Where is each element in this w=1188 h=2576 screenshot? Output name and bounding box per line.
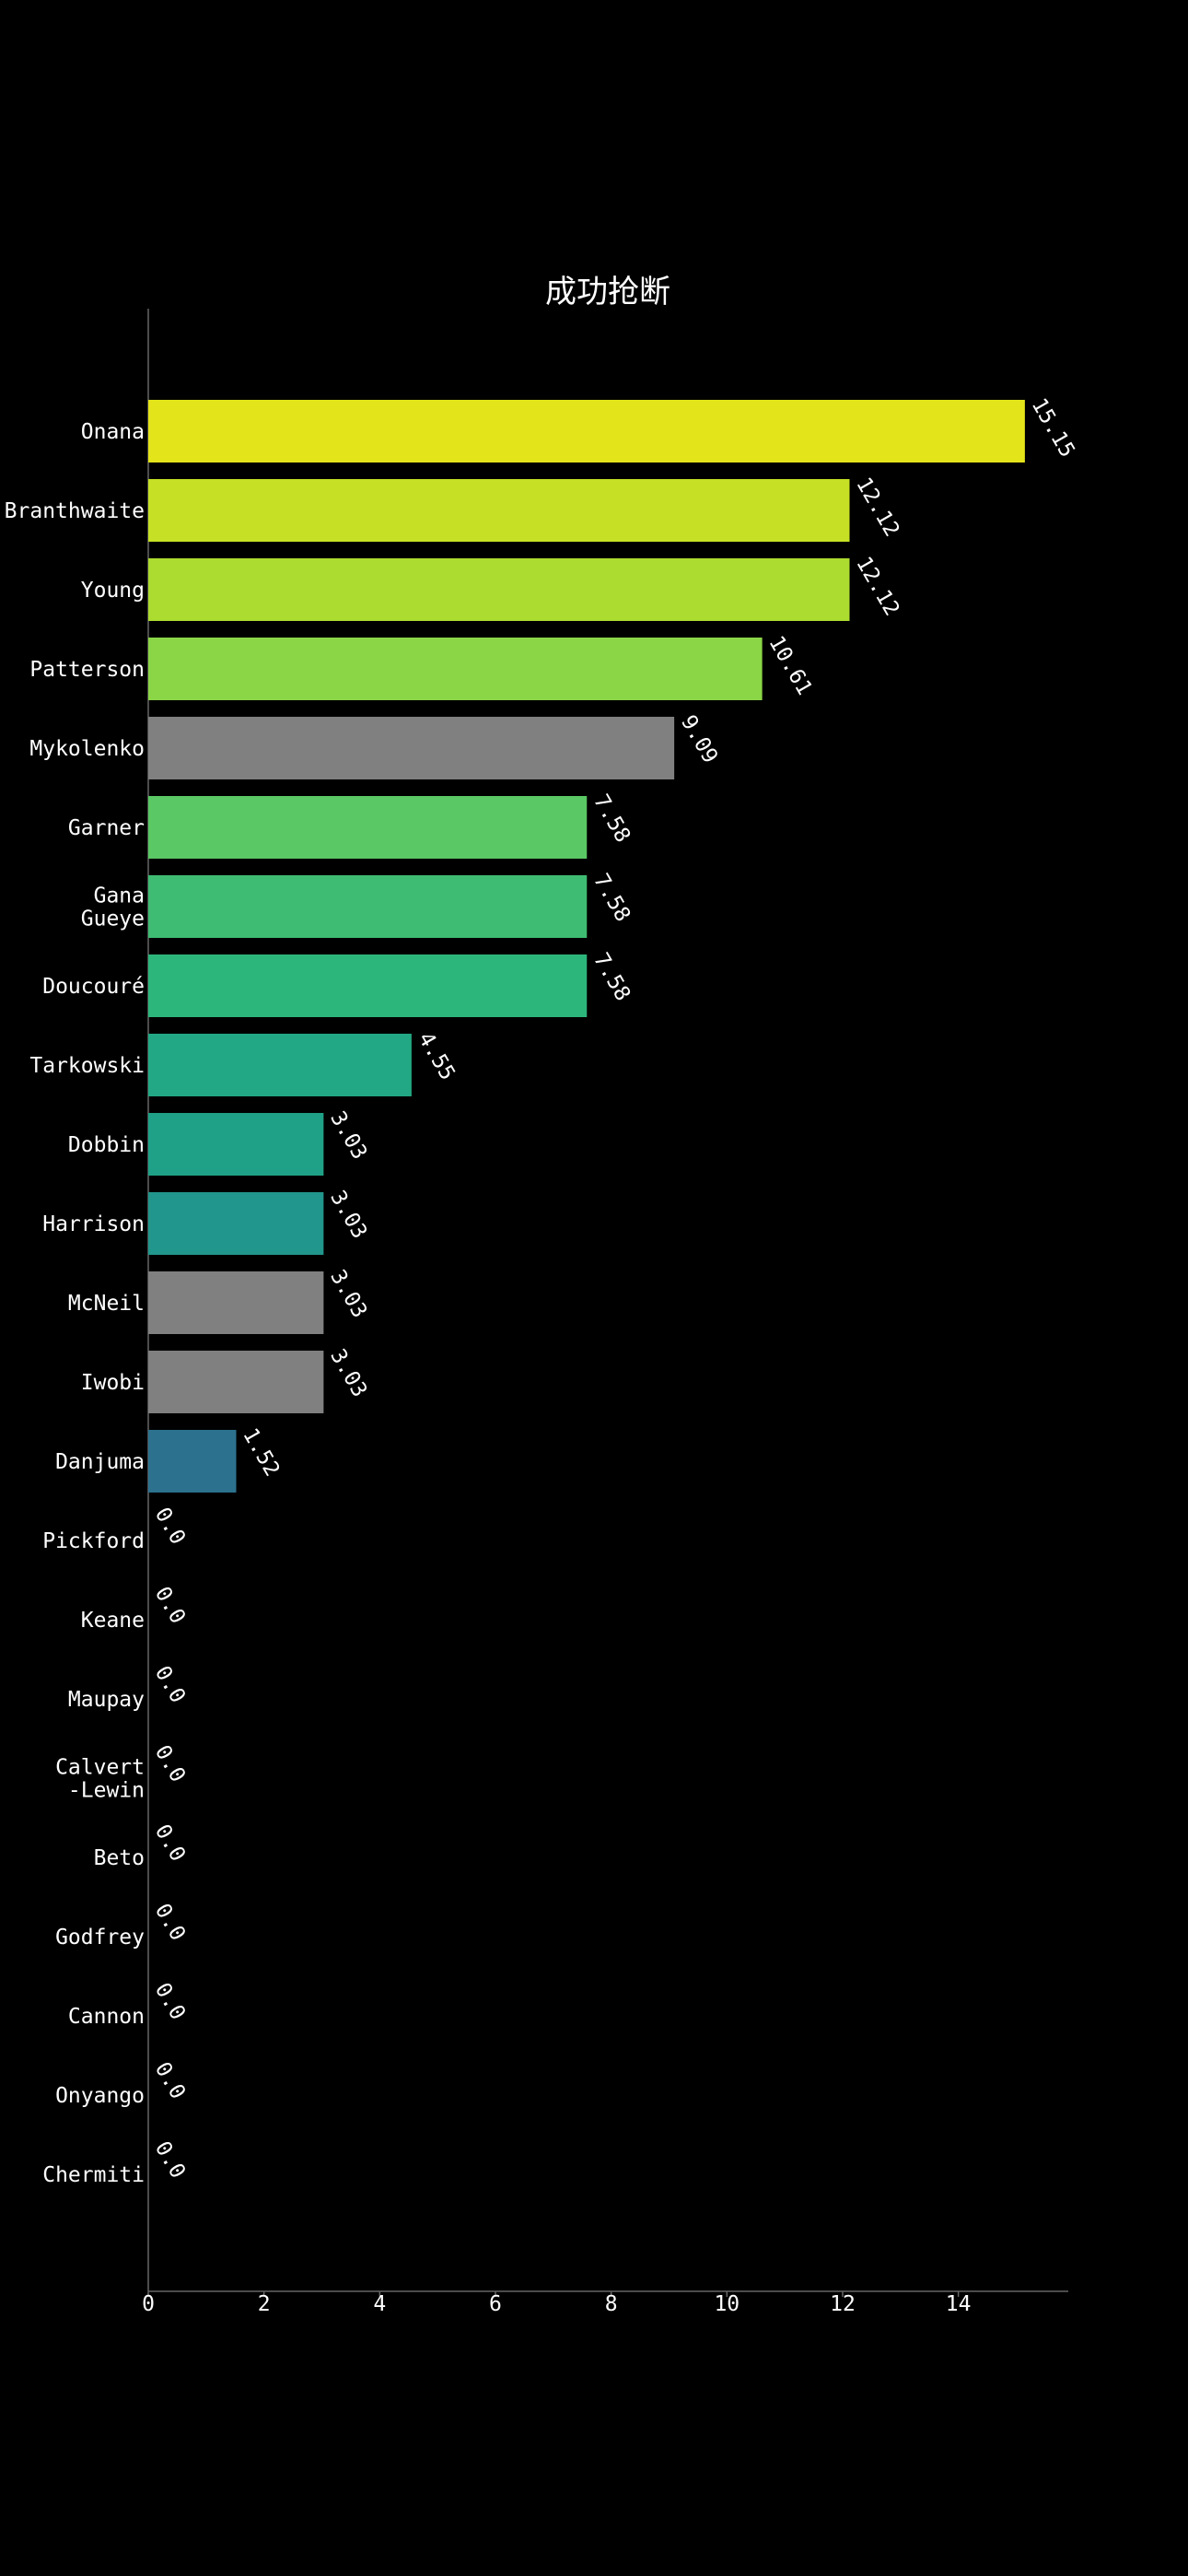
- x-ticks-group: 0 2 4 6 8 10 12 14: [142, 2291, 971, 2316]
- value-label-8: 4.55: [413, 1028, 460, 1084]
- category-label-line: Godfrey: [55, 1926, 145, 1950]
- value-label-15: 0.0: [150, 1583, 190, 1628]
- value-label-9: 3.03: [325, 1107, 371, 1164]
- category-label-line: Onyango: [55, 2084, 145, 2108]
- x-tick-label-0: 0: [142, 2292, 155, 2316]
- category-label-21: Onyango: [55, 2084, 145, 2108]
- category-label-line: Branthwaite: [5, 499, 145, 523]
- chart-title: 成功抢断: [545, 274, 670, 310]
- bar-1: [148, 479, 850, 542]
- category-label-5: Garner: [68, 816, 145, 840]
- category-label-line: Garner: [68, 816, 145, 840]
- value-label-20: 0.0: [150, 1979, 190, 2024]
- category-label-line: Onana: [81, 420, 145, 444]
- bars-group: [148, 400, 1025, 1493]
- category-label-line: Keane: [81, 1609, 145, 1633]
- value-label-0: 15.15: [1027, 394, 1079, 462]
- category-label-22: Chermiti: [42, 2163, 145, 2187]
- bar-9: [148, 1113, 324, 1176]
- category-label-9: Dobbin: [68, 1133, 145, 1157]
- value-label-6: 7.58: [588, 870, 635, 926]
- category-label-11: McNeil: [68, 1292, 145, 1316]
- category-label-17: Calvert -Lewin: [55, 1756, 145, 1803]
- value-label-5: 7.58: [588, 790, 635, 847]
- category-label-13: Danjuma: [55, 1450, 145, 1474]
- x-tick-label-7: 14: [946, 2292, 972, 2316]
- category-label-10: Harrison: [42, 1212, 145, 1236]
- bar-7: [148, 954, 588, 1017]
- bar-8: [148, 1034, 412, 1096]
- category-label-line: Iwobi: [81, 1371, 145, 1395]
- value-label-13: 1.52: [238, 1424, 284, 1481]
- category-label-line: -Lewin: [68, 1779, 145, 1803]
- bar-2: [148, 558, 850, 621]
- category-label-8: Tarkowski: [29, 1054, 145, 1078]
- category-label-20: Cannon: [68, 2005, 145, 2029]
- value-label-3: 10.61: [763, 632, 816, 699]
- category-label-line: Cannon: [68, 2005, 145, 2029]
- category-label-3: Patterson: [29, 658, 145, 682]
- category-label-18: Beto: [94, 1846, 145, 1870]
- category-label-16: Maupay: [68, 1688, 145, 1712]
- x-tick-label-2: 4: [373, 2292, 386, 2316]
- bar-10: [148, 1192, 324, 1255]
- x-tick-label-3: 6: [489, 2292, 502, 2316]
- category-label-line: Young: [81, 579, 145, 603]
- value-label-7: 7.58: [588, 949, 635, 1005]
- category-label-7: Doucouré: [42, 975, 145, 999]
- value-label-21: 0.0: [150, 2058, 190, 2103]
- x-tick-label-6: 12: [830, 2292, 856, 2316]
- category-label-line: Maupay: [68, 1688, 145, 1712]
- category-label-line: Harrison: [42, 1212, 145, 1236]
- category-label-14: Pickford: [42, 1529, 145, 1553]
- category-label-line: Calvert: [55, 1756, 145, 1780]
- x-tick-label-5: 10: [714, 2292, 740, 2316]
- bar-12: [148, 1351, 324, 1413]
- bar-13: [148, 1430, 237, 1493]
- category-label-line: Beto: [94, 1846, 145, 1870]
- value-label-12: 3.03: [325, 1345, 371, 1401]
- value-label-11: 3.03: [325, 1266, 371, 1322]
- category-label-4: Mykolenko: [29, 737, 145, 761]
- value-label-10: 3.03: [325, 1187, 371, 1243]
- category-label-line: Chermiti: [42, 2163, 145, 2187]
- category-label-line: Mykolenko: [29, 737, 145, 761]
- value-label-17: 0.0: [150, 1741, 190, 1786]
- category-label-line: Patterson: [29, 658, 145, 682]
- category-label-line: Gana: [94, 884, 145, 908]
- category-labels-group: Onana Branthwaite Young Patterson Mykolenko G…: [5, 420, 145, 2187]
- category-label-line: Gueye: [81, 907, 145, 931]
- value-label-14: 0.0: [150, 1504, 190, 1549]
- bar-5: [148, 796, 588, 859]
- value-label-16: 0.0: [150, 1662, 190, 1707]
- category-label-0: Onana: [81, 420, 145, 444]
- category-label-6: Gana Gueye: [81, 884, 145, 931]
- category-label-line: Doucouré: [42, 975, 145, 999]
- category-label-line: McNeil: [68, 1292, 145, 1316]
- category-label-line: Dobbin: [68, 1133, 145, 1157]
- value-label-19: 0.0: [150, 1900, 190, 1945]
- value-label-2: 12.12: [851, 553, 903, 620]
- value-label-1: 12.12: [851, 474, 903, 541]
- value-label-22: 0.0: [150, 2137, 190, 2183]
- bar-6: [148, 875, 588, 938]
- category-label-2: Young: [81, 579, 145, 603]
- x-tick-label-4: 8: [605, 2292, 618, 2316]
- category-label-12: Iwobi: [81, 1371, 145, 1395]
- category-label-1: Branthwaite: [5, 499, 145, 523]
- category-label-line: Danjuma: [55, 1450, 145, 1474]
- x-tick-label-1: 2: [258, 2292, 271, 2316]
- category-label-15: Keane: [81, 1609, 145, 1633]
- value-label-4: 9.09: [676, 711, 722, 767]
- category-label-19: Godfrey: [55, 1926, 145, 1950]
- bar-4: [148, 717, 675, 779]
- value-label-18: 0.0: [150, 1821, 190, 1866]
- bar-3: [148, 638, 763, 700]
- category-label-line: Pickford: [42, 1529, 145, 1553]
- bar-11: [148, 1271, 324, 1334]
- bar-0: [148, 400, 1025, 463]
- category-label-line: Tarkowski: [29, 1054, 145, 1078]
